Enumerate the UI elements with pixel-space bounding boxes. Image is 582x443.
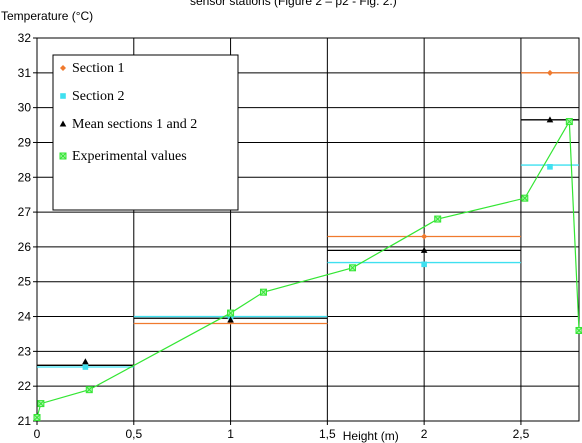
- data-point: [420, 246, 428, 253]
- x-tick-label: 0,5: [125, 427, 142, 441]
- legend-label: Experimental values: [72, 149, 187, 164]
- data-point: [227, 309, 235, 317]
- y-tick-label: 31: [18, 66, 32, 80]
- data-point: [546, 69, 553, 76]
- y-tick-label: 22: [18, 379, 32, 393]
- legend-label: Section 1: [72, 61, 125, 76]
- data-point: [565, 118, 573, 126]
- data-point: [259, 288, 267, 296]
- x-tick-label: 2,5: [513, 427, 530, 441]
- y-tick-label: 25: [18, 275, 32, 289]
- y-axis-title: Temperature (°C): [1, 9, 93, 23]
- x-tick-label: 1: [227, 427, 234, 441]
- y-tick-label: 26: [18, 240, 32, 254]
- y-tick-label: 29: [18, 135, 32, 149]
- data-point: [575, 326, 582, 334]
- data-point: [82, 364, 89, 370]
- y-tick-label: 28: [18, 170, 32, 184]
- data-point: [37, 400, 45, 408]
- x-tick-label: 1,5: [319, 427, 336, 441]
- legend-marker: [59, 120, 67, 127]
- data-point: [421, 261, 427, 268]
- data-point: [33, 414, 41, 422]
- legend-box: [52, 54, 239, 211]
- legend-label: Section 2: [72, 89, 125, 104]
- legend-marker: [60, 93, 66, 99]
- data-point: [421, 233, 428, 240]
- legend-marker: [60, 65, 66, 71]
- y-tick-label: 21: [18, 414, 32, 428]
- x-tick-label: 0: [34, 427, 41, 441]
- experimental-series: [36, 119, 580, 418]
- legend-marker: [59, 152, 67, 160]
- legend: Section 1 Section 2 Mean sections 1 and 2 E…: [52, 54, 239, 211]
- y-tick-label: 30: [18, 101, 32, 115]
- data-point: [434, 215, 442, 223]
- legend-label: Mean sections 1 and 2: [72, 117, 197, 132]
- experimental-line: [36, 119, 580, 418]
- data-point: [521, 194, 529, 202]
- x-axis-ticks: 0 0,5 1 1,5 2 2,5: [34, 421, 530, 441]
- y-tick-label: 27: [18, 205, 32, 219]
- caption-fragment: sensor stations (Figure 2 – p2 - Fig. 2.…: [190, 0, 397, 8]
- y-axis-ticks: 21 22 23 24 25 26 27 28 29 30 31 32: [18, 31, 37, 428]
- x-axis-title: Height (m): [343, 429, 399, 443]
- data-point: [547, 164, 553, 170]
- y-tick-label: 32: [18, 31, 32, 45]
- data-point: [349, 264, 357, 272]
- data-point: [85, 386, 93, 394]
- data-markers: [33, 69, 582, 422]
- y-tick-label: 24: [18, 310, 32, 324]
- y-tick-label: 23: [18, 344, 32, 358]
- x-tick-label: 2: [421, 427, 428, 441]
- data-point: [227, 316, 234, 323]
- data-point: [546, 116, 554, 123]
- data-point: [82, 358, 89, 365]
